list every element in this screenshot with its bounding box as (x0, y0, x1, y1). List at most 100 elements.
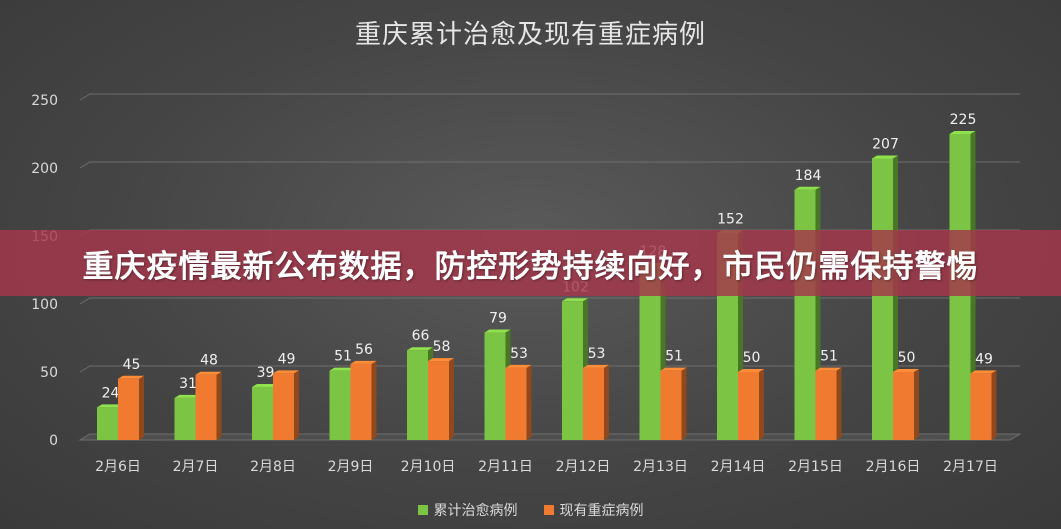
bar-top (562, 298, 588, 302)
bar: 58 (428, 339, 454, 440)
data-label: 53 (588, 346, 606, 362)
bar-front (195, 374, 217, 440)
legend-item-cured[interactable]: 累计治愈病例 (417, 500, 518, 520)
x-tick-label: 2月16日 (866, 459, 921, 475)
data-label: 31 (179, 376, 197, 392)
bar: 45 (118, 357, 144, 440)
legend-swatch-cured (417, 505, 428, 515)
bar-side (893, 155, 898, 441)
bar: 48 (195, 353, 222, 440)
bar-side (604, 364, 609, 440)
legend-swatch-severe (543, 505, 554, 515)
bar: 51 (815, 349, 842, 440)
bar-top (97, 404, 123, 408)
legend-label-severe: 现有重症病例 (559, 503, 644, 519)
bar-front (815, 370, 837, 440)
bar-side (991, 370, 997, 440)
data-label: 49 (278, 351, 296, 367)
bar: 49 (970, 351, 997, 440)
y-tick-label: 0 (49, 433, 58, 449)
x-tick-label: 2月14日 (711, 459, 766, 475)
bar-front (872, 158, 893, 441)
bar-top (583, 364, 609, 368)
gridlines (78, 93, 1022, 441)
bar-front (428, 361, 449, 440)
x-tick-label: 2月13日 (633, 459, 688, 475)
bar-front (118, 378, 139, 440)
x-tick-label: 2月10日 (401, 459, 456, 475)
x-tick-label: 2月8日 (250, 459, 296, 475)
gridline (79, 297, 1020, 305)
bar: 50 (738, 350, 764, 440)
bar-front (583, 367, 604, 440)
headline-text: 重庆疫情最新公布数据，防控形势持续向好，市民仍需保持警惕 (82, 248, 979, 285)
bar-front (562, 301, 583, 440)
bar-side (449, 358, 454, 440)
bar-side (836, 367, 842, 440)
bar-front (273, 373, 294, 440)
data-label: 152 (717, 211, 744, 227)
chart-title: 重庆累计治愈及现有重症病例 (354, 20, 706, 50)
bar-top (484, 329, 511, 333)
bar: 51 (660, 349, 687, 440)
bar-top (118, 375, 144, 379)
floor (78, 433, 1022, 441)
y-tick-label: 250 (31, 93, 58, 109)
x-tick-label: 2月12日 (556, 459, 611, 475)
bar-side (759, 369, 764, 440)
data-label: 48 (200, 353, 218, 369)
data-label: 24 (102, 385, 120, 401)
bar-front (350, 363, 372, 440)
data-label: 45 (123, 357, 141, 373)
bar: 53 (583, 346, 609, 440)
data-label: 51 (334, 349, 352, 365)
bar-top (273, 370, 299, 374)
bar-side (681, 367, 687, 440)
x-tick-label: 2月9日 (328, 459, 374, 475)
bar: 31 (174, 376, 201, 440)
bar-top (893, 369, 919, 372)
bar-side (294, 370, 299, 440)
data-label: 39 (257, 365, 275, 381)
data-label: 184 (795, 168, 822, 184)
data-label: 51 (665, 349, 683, 365)
data-label: 53 (510, 346, 528, 362)
bar-top (815, 367, 842, 371)
bar-side (371, 360, 377, 440)
bar-front (660, 370, 682, 440)
data-label: 207 (872, 136, 899, 152)
bar: 50 (893, 350, 919, 440)
data-label: 66 (412, 328, 430, 344)
bar-front (639, 265, 661, 440)
gridline (79, 365, 1020, 373)
bar: 49 (273, 351, 299, 440)
data-label: 58 (433, 339, 451, 355)
bar-front (505, 367, 527, 440)
bar-side (914, 369, 919, 440)
bar-top (407, 347, 433, 351)
data-label: 51 (820, 349, 838, 365)
bar-front (329, 370, 351, 440)
bar-top (660, 367, 687, 371)
gridline (79, 93, 1020, 101)
legend-item-severe[interactable]: 现有重症病例 (543, 500, 644, 520)
y-tick-label: 50 (40, 365, 58, 381)
data-label: 50 (898, 350, 916, 366)
bar-top (794, 186, 821, 190)
x-tick-label: 2月6日 (95, 459, 141, 475)
bar-front (484, 332, 506, 440)
data-label: 56 (355, 342, 373, 358)
bar-front (970, 373, 992, 440)
x-tick-label: 2月7日 (173, 459, 219, 475)
data-label: 79 (489, 311, 507, 327)
bar-top (350, 360, 377, 364)
bar-top (872, 155, 898, 159)
bar-side (526, 364, 532, 440)
x-axis-ticks: 2月6日 2月7日 2月8日 2月9日 2月10日 2月11日 2月12日 2月13日 2月14… (95, 459, 998, 475)
y-tick-label: 100 (31, 297, 58, 313)
x-tick-label: 2月15日 (788, 459, 843, 475)
bar-top (329, 367, 356, 371)
bar-front (794, 189, 816, 440)
data-label: 49 (975, 351, 993, 367)
data-label: 50 (743, 350, 761, 366)
